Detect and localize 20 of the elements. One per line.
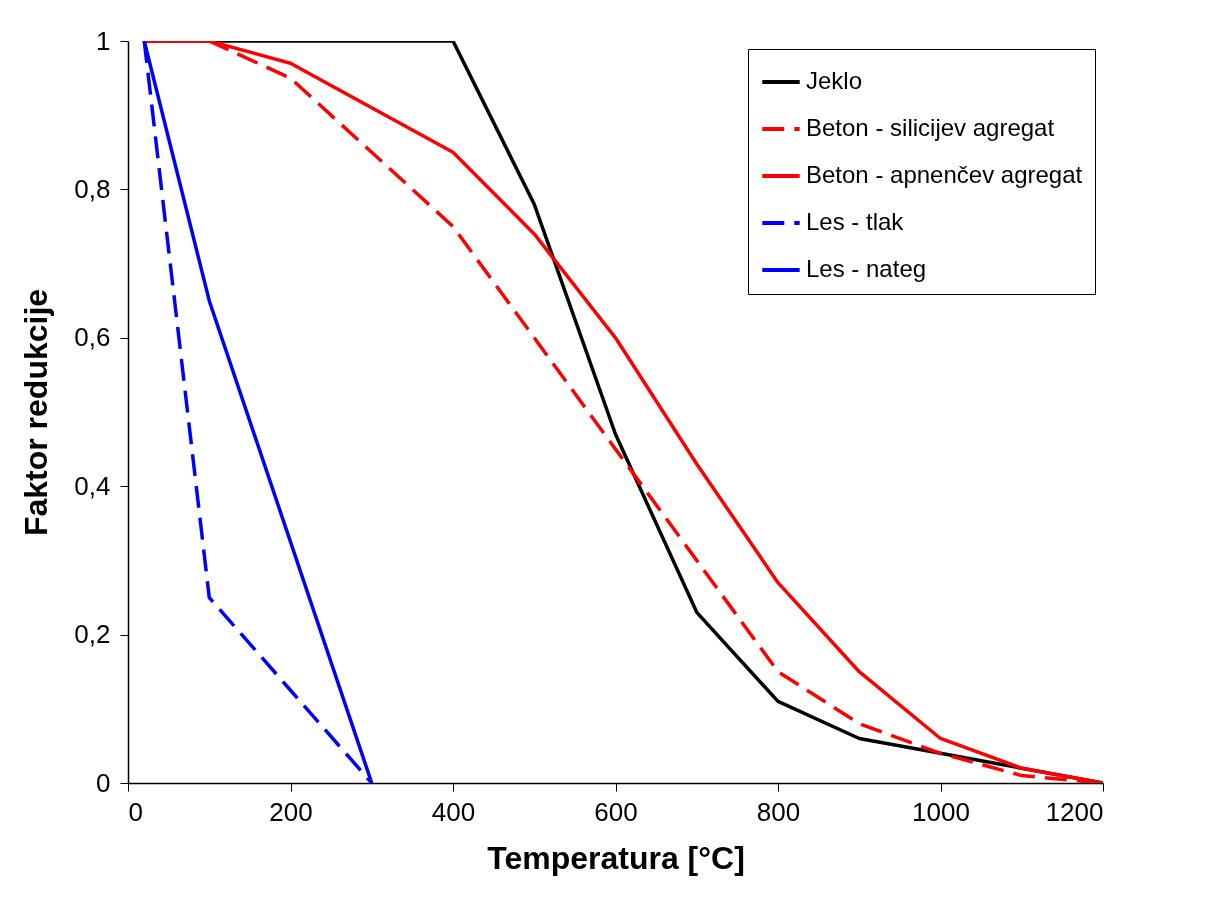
legend-label: Beton - silicijev agregat bbox=[806, 114, 1055, 141]
x-tick-label: 600 bbox=[594, 796, 638, 827]
x-tick-label: 400 bbox=[431, 796, 476, 827]
legend-label: Beton - apnenčev agregat bbox=[806, 161, 1083, 188]
x-tick-label: 1200 bbox=[1045, 796, 1104, 827]
y-tick-label: 0,6 bbox=[74, 322, 111, 353]
x-tick-label: 0 bbox=[128, 796, 143, 827]
y-tick-label: 0,4 bbox=[74, 470, 111, 501]
x-tick-label: 1000 bbox=[912, 796, 970, 827]
x-tick-label: 200 bbox=[269, 796, 313, 827]
legend-label: Les - nateg bbox=[806, 255, 927, 282]
legend-label: Jeklo bbox=[806, 67, 863, 94]
x-axis-title: Temperatura [°C] bbox=[487, 839, 745, 876]
y-tick-label: 0 bbox=[96, 767, 111, 798]
legend-label: Les - tlak bbox=[806, 208, 905, 235]
y-axis-title: Faktor redukcije bbox=[18, 288, 55, 537]
y-tick-label: 1 bbox=[96, 25, 111, 56]
y-tick-label: 0,8 bbox=[74, 173, 111, 204]
y-tick-label: 0,2 bbox=[74, 619, 111, 650]
x-tick-label: 800 bbox=[756, 796, 801, 827]
